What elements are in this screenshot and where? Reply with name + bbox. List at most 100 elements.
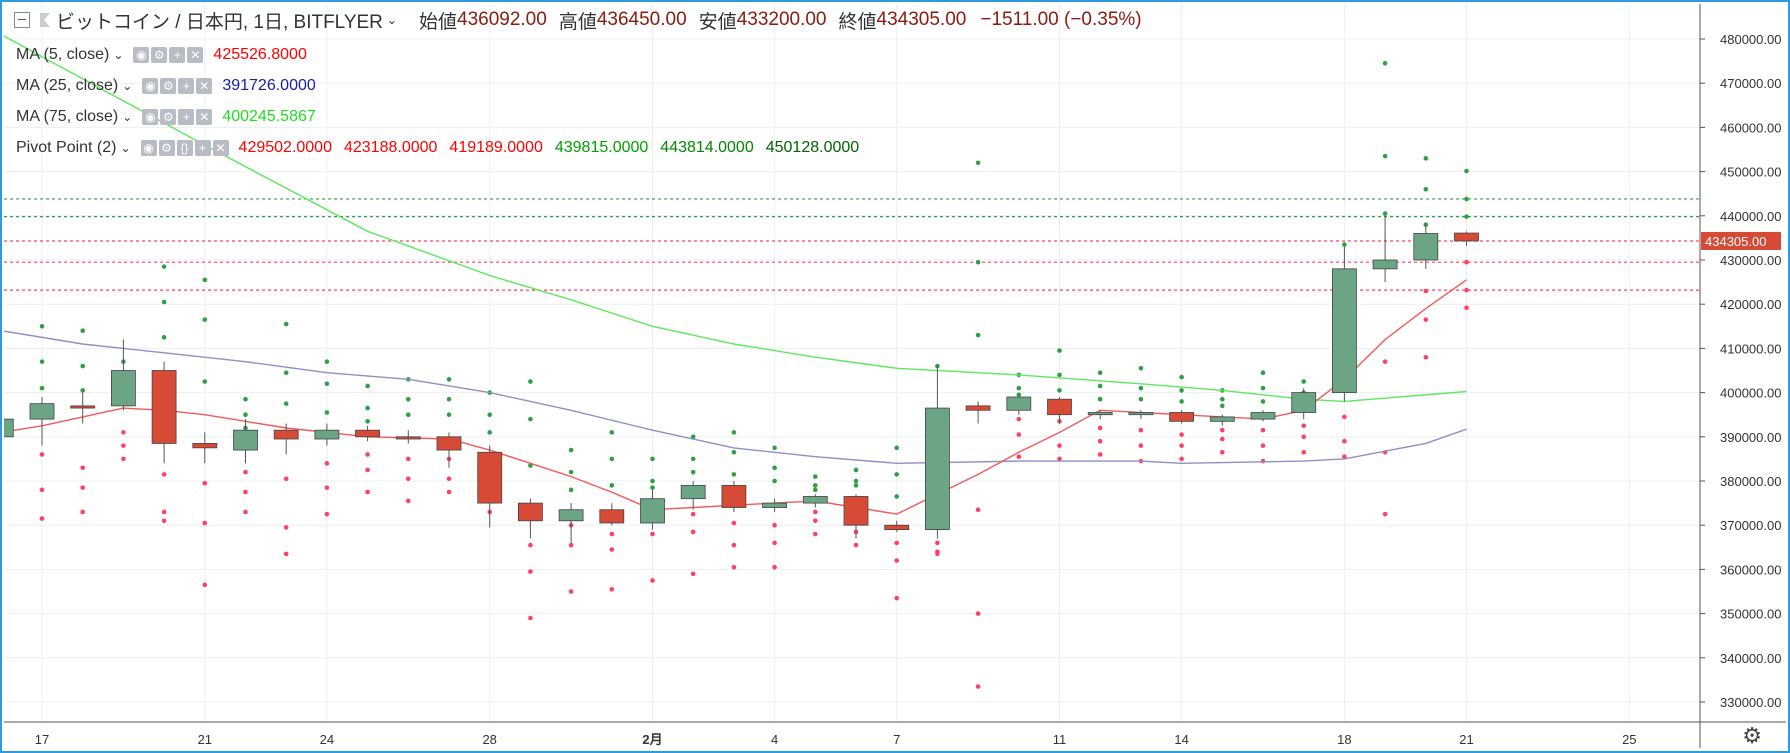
candle[interactable] (151, 361, 177, 464)
candle[interactable] (314, 423, 340, 446)
candle[interactable] (1413, 224, 1439, 269)
gear-icon[interactable]: ⚙ (160, 109, 177, 125)
x-tick-label: 14 (1174, 732, 1188, 747)
eye-icon[interactable]: ◉ (142, 109, 159, 125)
candle[interactable] (1291, 388, 1317, 420)
candle[interactable] (233, 419, 258, 464)
candle[interactable] (1454, 231, 1479, 246)
chevron-down-icon[interactable]: ⌄ (122, 110, 133, 124)
pivot-support-dot (39, 452, 45, 457)
pivot-support-dot (731, 520, 737, 526)
candle[interactable] (355, 425, 381, 442)
candle[interactable] (273, 423, 299, 455)
braces-icon[interactable]: {} (176, 140, 193, 156)
plus-icon[interactable]: + (178, 78, 195, 94)
candle[interactable] (965, 401, 991, 424)
candle[interactable] (518, 498, 543, 539)
candle[interactable] (436, 432, 462, 468)
pivot-resistance-dot (283, 401, 289, 406)
y-tick-label: 440000.00 (1720, 209, 1781, 224)
candle[interactable] (721, 481, 747, 512)
candle[interactable] (640, 489, 665, 530)
indicator-row[interactable]: MA (25, close) ⌄ ◉ ⚙ + ✕ 391726.0000 (16, 73, 328, 99)
gear-icon[interactable]: ⚙ (151, 47, 168, 63)
y-tick-label: 390000.00 (1720, 430, 1781, 445)
candle[interactable] (762, 498, 787, 512)
candle[interactable] (1006, 396, 1032, 415)
indicator-label[interactable]: MA (25, close) (16, 77, 119, 94)
collapse-icon[interactable] (14, 12, 30, 28)
pivot-support-dot (813, 531, 818, 537)
ma75-line (4, 35, 1467, 403)
candle[interactable] (0, 418, 14, 441)
candle[interactable] (884, 520, 910, 532)
x-tick-label: 4 (771, 732, 778, 747)
y-tick-label: 330000.00 (1720, 695, 1781, 710)
pivot-resistance-dot (283, 370, 289, 376)
pivot-resistance-dot (731, 449, 737, 455)
pivot-resistance-dot (1138, 365, 1144, 371)
pivot-resistance-dot (324, 410, 330, 415)
pivot-resistance-dot (772, 445, 777, 451)
candle[interactable] (1087, 410, 1113, 420)
candle-body-down (355, 429, 381, 438)
plus-icon[interactable]: + (194, 140, 211, 156)
low-label: 安値 (698, 11, 737, 33)
pivot-support-dot (161, 518, 167, 524)
candle[interactable] (477, 445, 503, 528)
candle[interactable] (680, 481, 706, 510)
candle[interactable] (70, 392, 96, 424)
chevron-down-icon[interactable]: ⌄ (120, 141, 131, 155)
candle[interactable] (395, 430, 421, 444)
indicator-label[interactable]: MA (75, close) (16, 108, 119, 125)
indicator-row[interactable]: MA (5, close) ⌄ ◉ ⚙ + ✕ 425526.8000 (16, 42, 319, 68)
candle[interactable] (925, 366, 950, 539)
indicator-label[interactable]: MA (5, close) (16, 46, 110, 63)
candle[interactable] (1128, 410, 1154, 420)
pivot-support-dot (528, 615, 533, 621)
pivot-support-dot (1464, 305, 1469, 311)
pivot-resistance-dot (853, 478, 859, 484)
pivot-resistance-dot (446, 396, 452, 402)
candle[interactable] (1372, 215, 1398, 283)
pivot-resistance-dot (690, 456, 696, 462)
close-icon[interactable]: ✕ (187, 47, 204, 63)
close-icon[interactable]: ✕ (196, 78, 213, 94)
indicator-row[interactable]: MA (75, close) ⌄ ◉ ⚙ + ✕ 400245.5867 (16, 104, 328, 130)
candle[interactable] (1047, 397, 1072, 424)
indicator-row[interactable]: Pivot Point (2) ⌄ ◉ ⚙{} + ✕ 429502.0000 423188.… (16, 135, 871, 161)
eye-icon[interactable]: ◉ (140, 140, 157, 156)
candle[interactable] (843, 494, 869, 539)
candle[interactable] (599, 503, 625, 526)
candle[interactable] (29, 397, 55, 446)
indicator-value: 429502.0000 (238, 139, 332, 156)
pivot-support-dot (1220, 436, 1225, 442)
pivot-resistance-dot (528, 379, 533, 384)
close-icon[interactable]: ✕ (196, 109, 213, 125)
plus-icon[interactable]: + (178, 109, 195, 125)
candle[interactable] (192, 432, 218, 464)
pivot-support-dot (1464, 287, 1469, 293)
indicator-label[interactable]: Pivot Point (2) (16, 139, 117, 156)
plus-icon[interactable]: + (169, 47, 186, 63)
eye-icon[interactable]: ◉ (142, 78, 159, 94)
eye-icon[interactable]: ◉ (133, 47, 150, 63)
candle[interactable] (1209, 414, 1235, 426)
gear-icon[interactable]: ⚙ (158, 140, 175, 156)
symbol-title[interactable]: ビットコイン / 日本円, 1日, BITFLYER (56, 11, 383, 33)
chevron-down-icon[interactable]: ⌄ (113, 48, 124, 62)
pivot-resistance-dot (487, 412, 493, 418)
close-icon[interactable]: ✕ (212, 140, 229, 156)
candle[interactable] (802, 494, 828, 508)
candle[interactable] (1332, 246, 1357, 402)
candle[interactable] (1250, 410, 1276, 422)
chevron-down-icon[interactable]: ⌄ (386, 13, 397, 27)
gear-icon[interactable]: ⚙ (160, 78, 177, 94)
pivot-resistance-dot (975, 259, 981, 265)
candle[interactable] (1169, 410, 1194, 424)
settings-gear-icon[interactable]: ⚙ (1742, 723, 1762, 748)
chevron-down-icon[interactable]: ⌄ (122, 79, 133, 93)
candle[interactable] (111, 339, 136, 411)
candle[interactable] (558, 503, 584, 543)
